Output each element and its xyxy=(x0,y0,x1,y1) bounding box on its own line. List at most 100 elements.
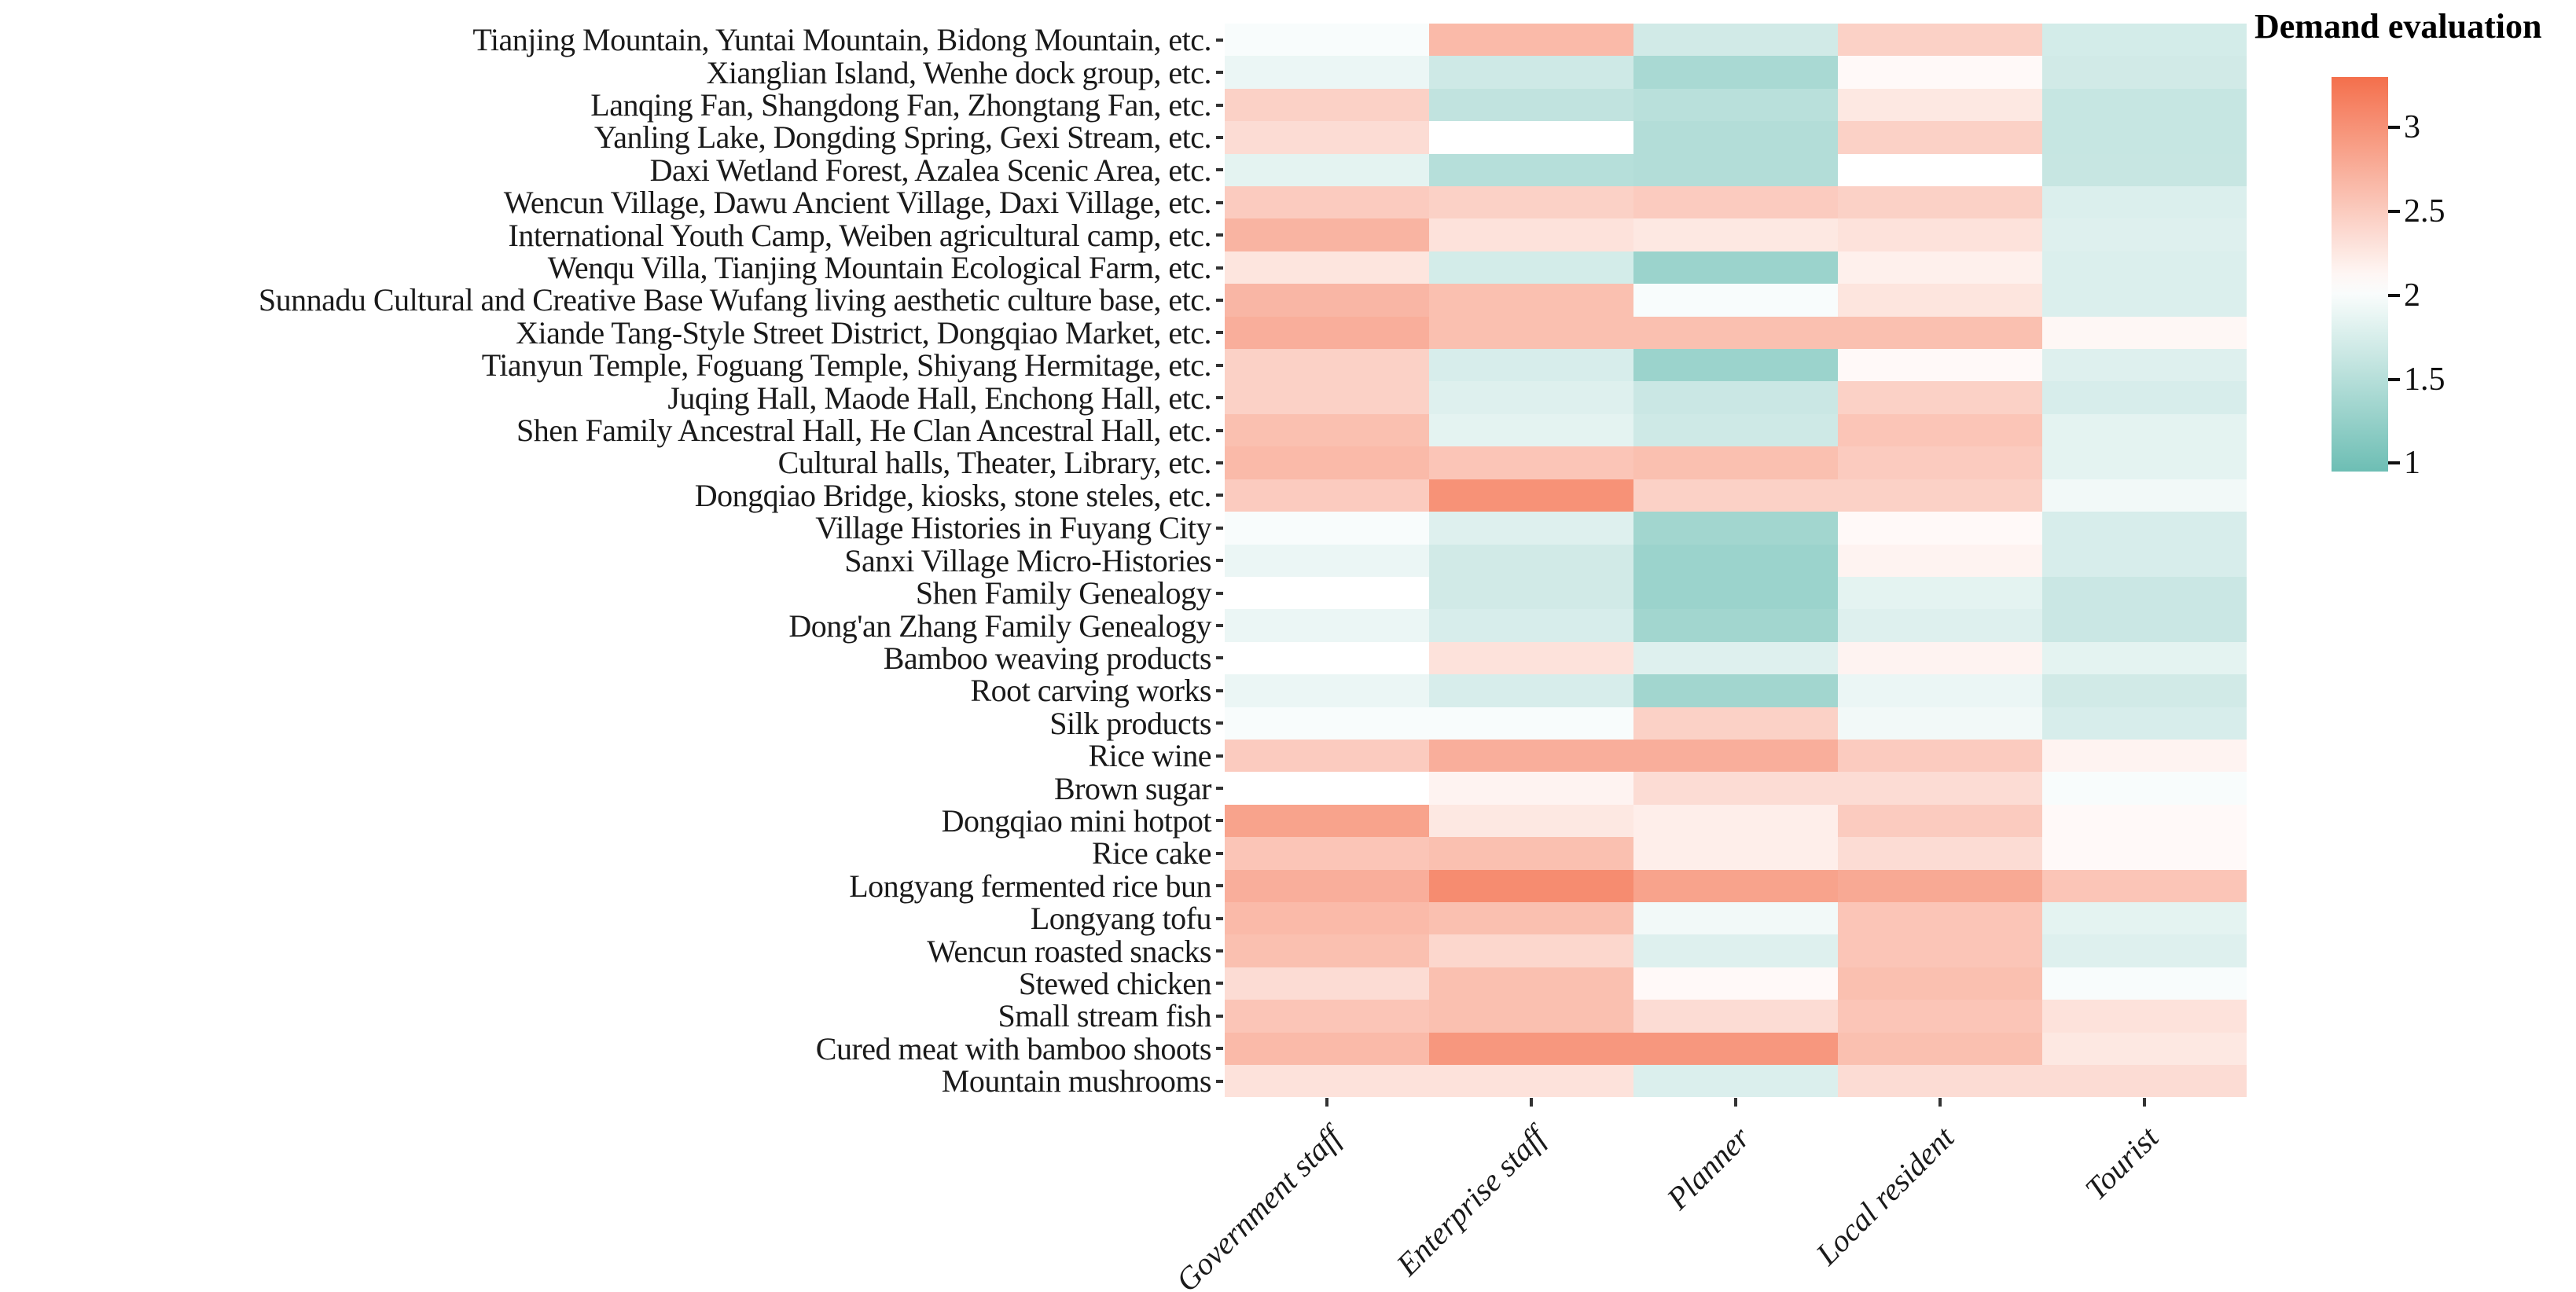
heatmap-cell xyxy=(1429,707,1633,740)
heatmap-cell xyxy=(2042,609,2247,642)
heatmap-cell xyxy=(1633,284,1838,317)
heatmap-cell xyxy=(1429,1000,1633,1033)
heatmap-cell xyxy=(1633,837,1838,870)
row-label: Daxi Wetland Forest, Azalea Scenic Area,… xyxy=(0,154,1223,186)
heatmap-cell xyxy=(1633,674,1838,707)
row-label-text: Xiande Tang-Style Street District, Dongq… xyxy=(516,314,1211,351)
y-axis-tick xyxy=(1216,428,1223,432)
heatmap-cell xyxy=(1429,56,1633,89)
row-label-text: Xianglian Island, Wenhe dock group, etc. xyxy=(706,54,1211,90)
y-axis-tick xyxy=(1216,494,1223,497)
heatmap-cell xyxy=(2042,1032,2247,1065)
heatmap-cell xyxy=(1429,512,1633,545)
heatmap-cell xyxy=(2042,88,2247,122)
heatmap-cell xyxy=(1429,967,1633,1000)
heatmap-cell xyxy=(1225,739,1429,773)
heatmap-cell xyxy=(1429,88,1633,122)
heatmap-cell xyxy=(1838,901,2042,935)
heatmap-cell xyxy=(1838,869,2042,902)
heatmap-cell xyxy=(2042,24,2247,57)
legend-tick xyxy=(2388,293,2400,297)
heatmap-cell xyxy=(1225,88,1429,122)
heatmap-cell xyxy=(1633,446,1838,479)
heatmap-cell xyxy=(1838,1065,2042,1098)
row-label: Brown sugar xyxy=(0,770,1223,806)
row-label: Rice cake xyxy=(0,837,1223,869)
heatmap-cell xyxy=(1633,56,1838,89)
heatmap-cell xyxy=(1838,934,2042,967)
heatmap-cell xyxy=(1838,707,2042,740)
heatmap-cell xyxy=(1429,186,1633,219)
row-label-text: Dongqiao mini hotpot xyxy=(941,802,1212,839)
heatmap-cell xyxy=(1225,186,1429,219)
heatmap-cell xyxy=(1838,24,2042,57)
heatmap-cell xyxy=(1633,479,1838,512)
y-axis-tick xyxy=(1216,71,1223,75)
x-axis-tick xyxy=(1325,1098,1328,1107)
heatmap-cell xyxy=(1225,641,1429,675)
heatmap-cell xyxy=(1633,901,1838,935)
row-label-text: Brown sugar xyxy=(1053,770,1212,806)
row-label-text: Yanling Lake, Dongding Spring, Gexi Stre… xyxy=(593,119,1212,156)
heatmap-cell xyxy=(1429,1032,1633,1065)
heatmap-cell xyxy=(1225,772,1429,805)
heatmap-cell xyxy=(1633,609,1838,642)
heatmap-cell xyxy=(1838,121,2042,154)
heatmap-cell xyxy=(1225,1032,1429,1065)
row-label-text: Bamboo weaving products xyxy=(883,640,1212,676)
heatmap-cell xyxy=(1429,381,1633,414)
legend-tick-label: 3 xyxy=(2404,109,2420,146)
heatmap-cell xyxy=(2042,707,2247,740)
heatmap-cell xyxy=(1838,641,2042,675)
heatmap-cell xyxy=(1429,804,1633,838)
heatmap-cell xyxy=(1633,869,1838,902)
heatmap-cell xyxy=(1429,251,1633,284)
heatmap-cell xyxy=(1633,512,1838,545)
heatmap-cell xyxy=(2042,479,2247,512)
row-label: Sanxi Village Micro-Histories xyxy=(0,545,1223,577)
row-label: Bamboo weaving products xyxy=(0,642,1223,674)
heatmap-cell xyxy=(1838,1000,2042,1033)
heatmap-cell xyxy=(1633,1065,1838,1098)
heatmap-cell xyxy=(1225,381,1429,414)
heatmap-cell xyxy=(1633,772,1838,805)
heatmap-cell xyxy=(1225,869,1429,902)
heatmap-cell xyxy=(1429,934,1633,967)
row-label: Wenqu Villa, Tianjing Mountain Ecologica… xyxy=(0,251,1223,284)
x-axis-tick xyxy=(1530,1098,1533,1107)
heatmap-cell xyxy=(2042,641,2247,675)
heatmap-cell xyxy=(1429,739,1633,773)
heatmap-cell xyxy=(2042,837,2247,870)
row-label: International Youth Camp, Weiben agricul… xyxy=(0,218,1223,251)
row-label: Yanling Lake, Dongding Spring, Gexi Stre… xyxy=(0,121,1223,153)
heatmap-cell xyxy=(1633,24,1838,57)
heatmap-cell xyxy=(1838,674,2042,707)
row-label-text: Rice wine xyxy=(1088,738,1211,774)
y-axis-tick xyxy=(1216,949,1223,953)
heatmap-cell xyxy=(1429,153,1633,187)
row-label-text: Small stream fish xyxy=(998,998,1212,1034)
heatmap-cell xyxy=(1633,381,1838,414)
row-label: Dongqiao mini hotpot xyxy=(0,805,1223,837)
y-axis-tick xyxy=(1216,624,1223,628)
heatmap-cell xyxy=(1429,121,1633,154)
heatmap-cell xyxy=(1838,251,2042,284)
y-axis-tick xyxy=(1216,363,1223,367)
heatmap-cell xyxy=(2042,901,2247,935)
row-label-text: Cured meat with bamboo shoots xyxy=(815,1030,1212,1066)
heatmap-cell xyxy=(1838,349,2042,382)
heatmap-cell xyxy=(1633,153,1838,187)
heatmap-cell xyxy=(2042,251,2247,284)
column-label: Tourist xyxy=(2078,1119,2166,1207)
heatmap-cell xyxy=(1429,316,1633,350)
row-label: Root carving works xyxy=(0,674,1223,707)
heatmap-cell xyxy=(1225,901,1429,935)
y-axis-tick xyxy=(1216,1079,1223,1083)
heatmap-cell xyxy=(1838,739,2042,773)
column-label: Local resident xyxy=(1809,1119,1961,1272)
heatmap-cell xyxy=(1225,512,1429,545)
heatmap-cell xyxy=(2042,739,2247,773)
row-label-text: Dong'an Zhang Family Genealogy xyxy=(788,607,1211,644)
y-axis-tick xyxy=(1216,591,1223,595)
row-label: Dongqiao Bridge, kiosks, stone steles, e… xyxy=(0,479,1223,512)
